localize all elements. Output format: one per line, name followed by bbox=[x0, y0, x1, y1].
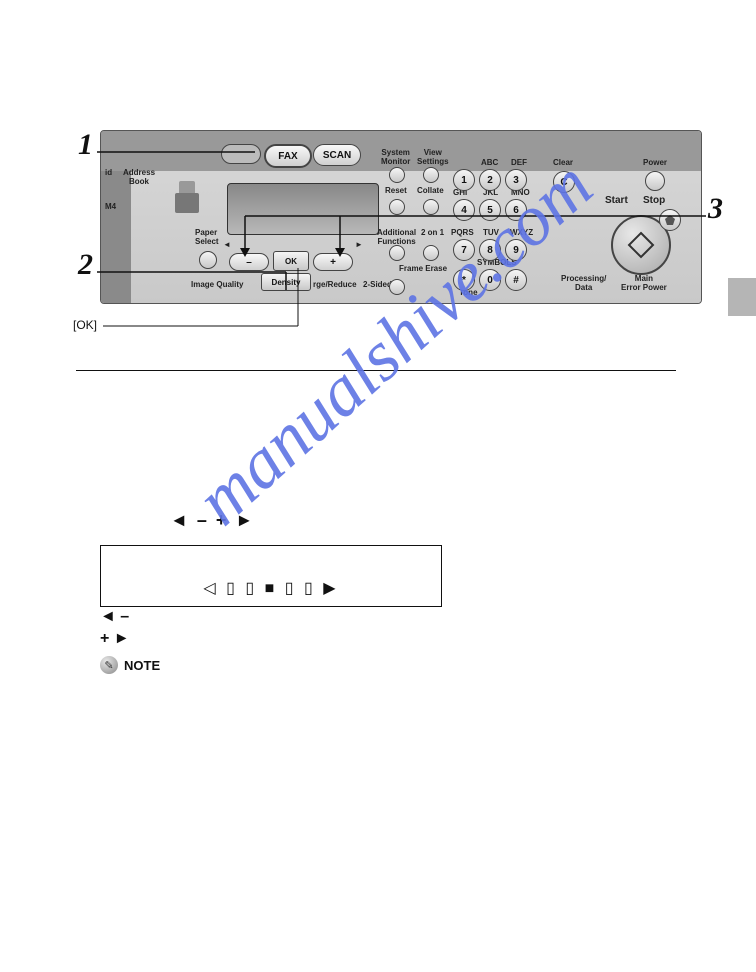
view-settings-button[interactable] bbox=[423, 167, 439, 183]
page-side-tab bbox=[728, 278, 756, 316]
control-panel-image: id Address Book M4 FAX SCAN System Monit… bbox=[100, 130, 702, 304]
enlarge-reduce-label: rge/Reduce bbox=[313, 281, 357, 290]
right-arrow-plus: + ► bbox=[100, 630, 130, 648]
reset-button[interactable] bbox=[389, 199, 405, 215]
keypad-1[interactable]: 1 bbox=[453, 169, 475, 191]
id-label: id bbox=[105, 169, 112, 178]
start-label: Start bbox=[605, 195, 628, 206]
address-book-label: Address Book bbox=[123, 169, 155, 187]
fax-mode-button[interactable]: FAX bbox=[264, 144, 312, 168]
system-monitor-label: System Monitor bbox=[381, 149, 410, 167]
abc-label: ABC bbox=[481, 159, 498, 168]
system-monitor-button[interactable] bbox=[389, 167, 405, 183]
tuv-label: TUV bbox=[483, 229, 499, 238]
clear-label: Clear bbox=[553, 159, 573, 168]
stop-pentagon-icon bbox=[665, 215, 675, 225]
right-arrow-icon: ► bbox=[355, 241, 363, 250]
frame-erase-label: Frame Erase bbox=[399, 265, 447, 274]
plus-button[interactable]: + bbox=[313, 253, 353, 271]
density-indicator: ◁ ▯ ▯ ■ ▯ ▯ ▶ bbox=[203, 578, 338, 598]
stop-label: Stop bbox=[643, 195, 665, 206]
stop-button[interactable] bbox=[659, 209, 681, 231]
wxyz-label: WXYZ bbox=[510, 229, 533, 238]
start-diamond-icon bbox=[627, 231, 655, 259]
minus-button[interactable]: – bbox=[229, 253, 269, 271]
copy-mode-button[interactable] bbox=[221, 144, 261, 164]
paper-select-label: Paper Select bbox=[195, 229, 219, 247]
density-button[interactable]: Density bbox=[261, 273, 311, 291]
keypad-hash[interactable]: # bbox=[505, 269, 527, 291]
m4-label: M4 bbox=[105, 203, 116, 212]
keypad-2[interactable]: 2 bbox=[479, 169, 501, 191]
callout-2: 2 bbox=[78, 248, 93, 282]
keypad-7[interactable]: 7 bbox=[453, 239, 475, 261]
note-row: ✎ NOTE bbox=[100, 656, 160, 674]
pqrs-label: PQRS bbox=[451, 229, 474, 238]
keypad-4[interactable]: 4 bbox=[453, 199, 475, 221]
two-sided-label: 2-Sided bbox=[363, 281, 392, 290]
keypad-8[interactable]: 8 bbox=[479, 239, 501, 261]
reset-label: Reset bbox=[385, 187, 407, 196]
printer-icon bbox=[173, 179, 201, 215]
power-button[interactable] bbox=[645, 171, 665, 191]
left-arrow-minus: ◄ – bbox=[100, 608, 129, 626]
note-label: NOTE bbox=[124, 658, 160, 673]
frame-erase-button[interactable] bbox=[389, 279, 405, 295]
two-on-one-label: 2 on 1 bbox=[421, 229, 444, 238]
callout-3: 3 bbox=[708, 192, 723, 226]
def-label: DEF bbox=[511, 159, 527, 168]
left-arrow-icon: ◄ bbox=[223, 241, 231, 250]
density-display-box: ◁ ▯ ▯ ■ ▯ ▯ ▶ bbox=[100, 545, 442, 607]
main-power-label: Main Error Power bbox=[621, 275, 667, 293]
lcd-screen bbox=[227, 183, 379, 235]
keypad-3[interactable]: 3 bbox=[505, 169, 527, 191]
ok-label: [OK] bbox=[73, 318, 97, 332]
keypad-6[interactable]: 6 bbox=[505, 199, 527, 221]
scan-mode-button[interactable]: SCAN bbox=[313, 144, 361, 166]
collate-label: Collate bbox=[417, 187, 444, 196]
note-pencil-icon: ✎ bbox=[100, 656, 118, 674]
additional-functions-button[interactable] bbox=[389, 245, 405, 261]
two-on-one-button[interactable] bbox=[423, 245, 439, 261]
keypad-5[interactable]: 5 bbox=[479, 199, 501, 221]
symbols-label: SYMBOLS bbox=[477, 259, 517, 268]
collate-button[interactable] bbox=[423, 199, 439, 215]
arrow-plus-minus-row: ◄ – + ► bbox=[170, 510, 255, 531]
power-label: Power bbox=[643, 159, 667, 168]
keypad-9[interactable]: 9 bbox=[505, 239, 527, 261]
image-quality-label: Image Quality bbox=[191, 281, 243, 290]
processing-data-label: Processing/ Data bbox=[561, 275, 606, 293]
callout-1: 1 bbox=[78, 128, 93, 162]
additional-functions-label: Additional Functions bbox=[377, 229, 416, 247]
ok-button[interactable]: OK bbox=[273, 251, 309, 271]
keypad-0[interactable]: 0 bbox=[479, 269, 501, 291]
view-settings-label: View Settings bbox=[417, 149, 449, 167]
section-divider bbox=[76, 370, 676, 371]
keypad-star[interactable]: * bbox=[453, 269, 475, 291]
clear-button[interactable]: C bbox=[553, 171, 575, 193]
paper-select-button[interactable] bbox=[199, 251, 217, 269]
